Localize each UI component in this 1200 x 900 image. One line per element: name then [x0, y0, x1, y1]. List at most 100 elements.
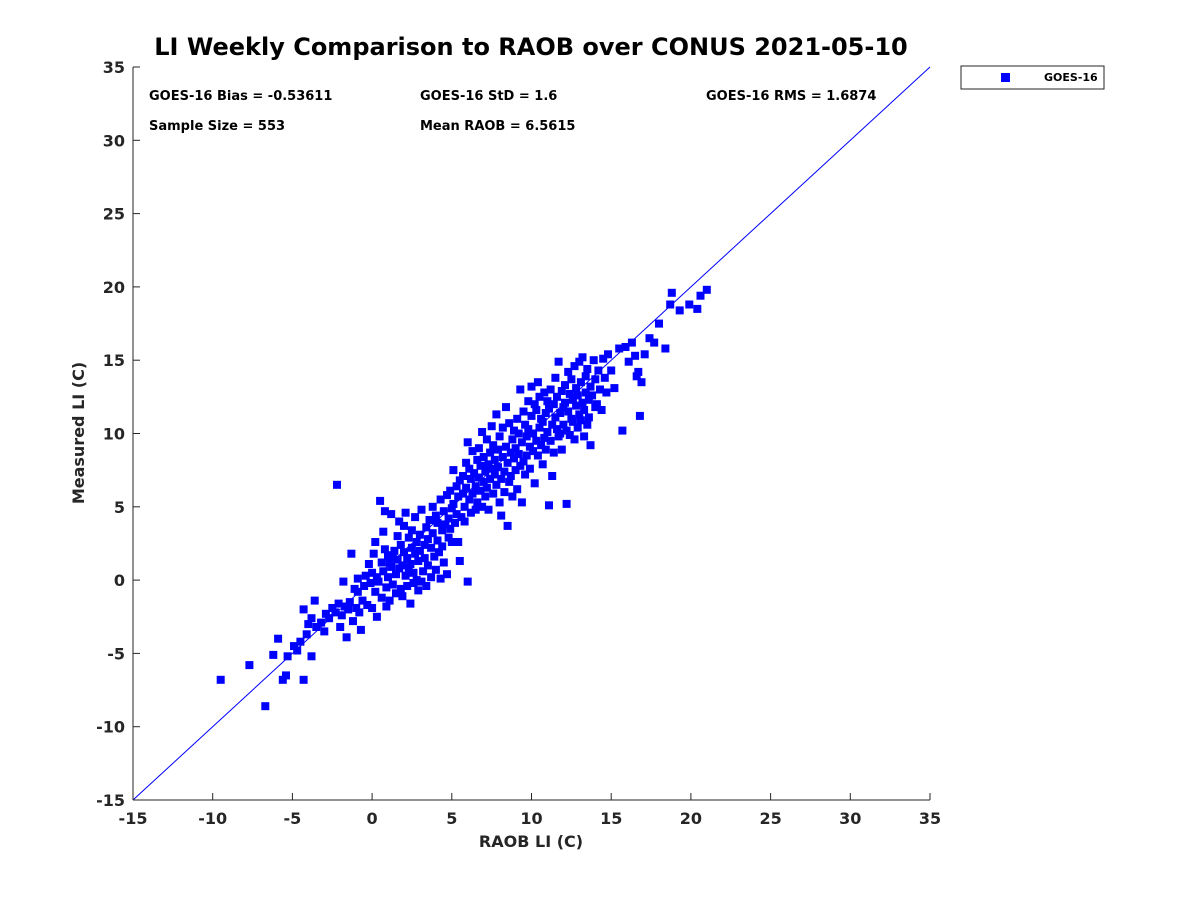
data-point [427, 543, 436, 552]
x-tick-label: 35 [919, 809, 941, 828]
data-point [342, 633, 351, 642]
data-point [462, 458, 471, 467]
data-point [407, 543, 416, 552]
data-point [702, 285, 711, 294]
data-point [540, 433, 549, 442]
data-point [549, 448, 558, 457]
data-point [545, 404, 553, 413]
data-point [466, 474, 475, 483]
data-point [379, 567, 388, 576]
y-tick-label: 15 [103, 351, 125, 370]
data-point [545, 501, 553, 510]
data-point [538, 460, 547, 469]
data-point [466, 508, 475, 517]
data-point [497, 511, 506, 520]
data-point [379, 527, 388, 536]
data-point [556, 409, 565, 417]
data-point [675, 306, 684, 315]
data-point [527, 411, 536, 420]
data-point [524, 425, 533, 434]
data-point [452, 510, 461, 519]
data-point [449, 466, 458, 475]
data-point [500, 467, 509, 476]
data-point [540, 388, 549, 397]
data-point [415, 546, 424, 555]
data-point [403, 554, 412, 563]
data-point [519, 457, 528, 466]
data-point [435, 548, 443, 557]
data-point [356, 625, 365, 634]
data-point [412, 576, 421, 585]
data-point [431, 511, 440, 520]
data-point [474, 473, 483, 482]
data-point [433, 536, 442, 545]
legend-marker-square [1001, 73, 1010, 82]
data-point [538, 417, 547, 426]
data-point [561, 381, 569, 390]
data-point [320, 627, 329, 636]
data-point [476, 461, 485, 470]
data-point [508, 492, 517, 501]
data-point [584, 413, 593, 422]
data-point [372, 573, 381, 582]
data-point [581, 372, 590, 381]
data-point [331, 608, 340, 617]
data-point [522, 432, 531, 441]
data-point [278, 675, 287, 684]
data-point [482, 435, 491, 444]
y-axis-label: Measured LI (C) [69, 362, 88, 504]
data-point [521, 470, 530, 479]
data-point [425, 516, 434, 524]
data-point [549, 400, 558, 409]
data-point [334, 599, 343, 608]
data-point [529, 429, 538, 438]
data-point [586, 382, 595, 391]
data-point [376, 496, 385, 505]
data-point [586, 441, 595, 450]
data-point [404, 533, 413, 542]
data-point [541, 445, 550, 454]
data-points [216, 285, 711, 711]
data-point [423, 535, 432, 544]
data-point [463, 577, 472, 586]
data-point [361, 571, 370, 580]
data-point [358, 596, 367, 605]
data-point [333, 480, 341, 489]
data-point [465, 464, 474, 473]
data-point [551, 413, 560, 422]
data-point [395, 517, 404, 526]
data-point [521, 420, 530, 429]
y-tick-label: -10 [96, 718, 125, 737]
data-point [360, 582, 369, 590]
data-point [553, 392, 561, 401]
x-tick-label: 15 [600, 809, 622, 828]
data-point [492, 480, 501, 489]
data-point [482, 483, 491, 492]
data-point [640, 350, 649, 359]
data-point [627, 338, 636, 347]
data-point [505, 419, 514, 428]
data-point [580, 406, 589, 414]
data-point [473, 455, 482, 464]
data-point [436, 574, 445, 583]
data-point [393, 532, 402, 541]
data-point [444, 533, 453, 542]
data-point [393, 555, 402, 564]
data-point [588, 391, 597, 400]
data-point [377, 558, 386, 567]
data-point [589, 356, 598, 365]
x-tick-label: 5 [446, 809, 457, 828]
data-point [537, 441, 546, 450]
data-point [457, 513, 466, 522]
data-point [398, 592, 407, 601]
data-point [363, 601, 372, 609]
data-point [439, 558, 448, 567]
data-point [328, 604, 337, 612]
data-point [463, 438, 472, 447]
data-point [443, 570, 451, 579]
data-point [484, 460, 493, 469]
reference-line-1to1 [132, 66, 931, 801]
data-point [388, 552, 397, 561]
data-point [650, 338, 659, 347]
data-point [299, 605, 308, 614]
